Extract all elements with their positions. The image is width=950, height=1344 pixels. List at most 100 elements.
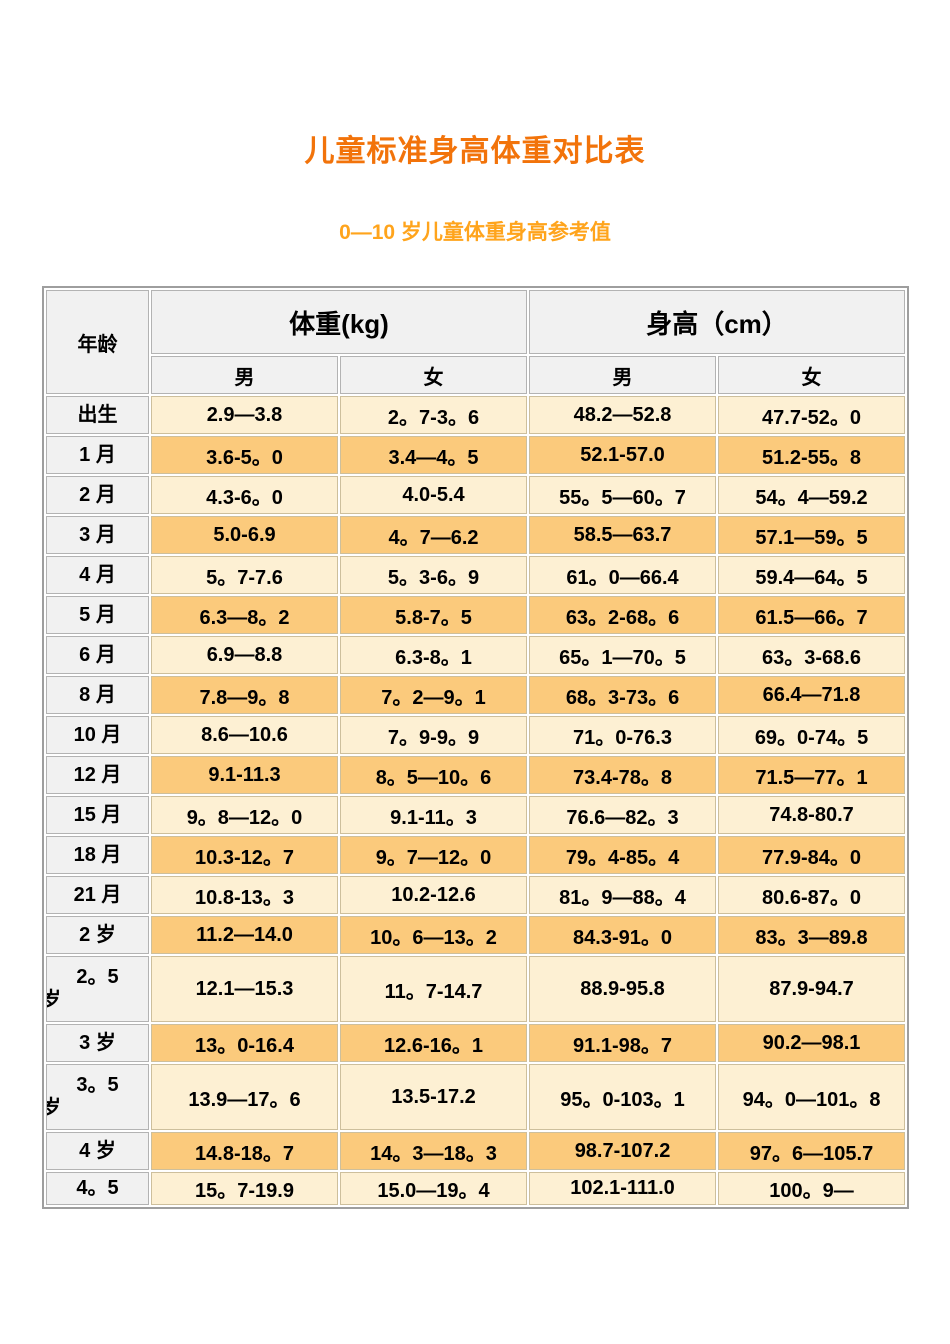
weight-female-cell: 6.3-8。1	[340, 636, 528, 674]
height-female-cell: 63。3-68.6	[718, 636, 906, 674]
age-label: 3 月	[79, 523, 116, 546]
table-row: 2 月 4.3-6。0 4.0-5.4 55。5—60。7 54。4—59.2	[46, 476, 906, 514]
height-female-header: 女	[718, 356, 906, 394]
weight-male-cell: 7.8—9。8	[151, 676, 338, 714]
weight-female-header: 女	[340, 356, 528, 394]
table-row: 4 岁 14.8-18。7 14。3—18。3 98.7-107.2 97。6—105.…	[46, 1132, 906, 1170]
height-male-cell: 55。5—60。7	[529, 476, 717, 514]
height-female-cell: 47.7-52。0	[718, 396, 906, 434]
age-cell: 2。5岁	[46, 956, 149, 1022]
table-header: 年龄 体重(kg) 身高（cm） 男 女 男 女	[46, 290, 906, 394]
height-female-cell: 87.9-94.7	[718, 956, 906, 1022]
age-label-wrap: 岁	[47, 1097, 147, 1120]
weight-male-cell: 3.6-5。0	[151, 436, 338, 474]
table-row: 1 月 3.6-5。0 3.4—4。5 52.1-57.0 51.2-55。8	[46, 436, 906, 474]
weight-female-cell: 14。3—18。3	[340, 1132, 528, 1170]
height-group-header: 身高（cm）	[529, 290, 906, 354]
height-female-cell: 90.2—98.1	[718, 1024, 906, 1062]
age-column-header: 年龄	[46, 290, 149, 394]
height-female-cell: 59.4—64。5	[718, 556, 906, 594]
age-cell: 2 月	[46, 476, 149, 514]
age-label: 2 月	[79, 483, 116, 506]
age-label-wrap: 岁	[47, 989, 147, 1012]
age-cell: 10 月	[46, 716, 149, 754]
age-label: 8 月	[79, 683, 116, 706]
table-row: 12 月 9.1-11.3 8。5—10。6 73.4-78。8 71.5—77。1	[46, 756, 906, 794]
weight-male-cell: 11.2—14.0	[151, 916, 338, 954]
weight-male-cell: 6.3—8。2	[151, 596, 338, 634]
header-row-sex: 男 女 男 女	[46, 356, 906, 394]
height-male-cell: 52.1-57.0	[529, 436, 717, 474]
age-label: 2 岁	[79, 923, 116, 946]
age-label: 12 月	[73, 763, 122, 786]
height-male-cell: 65。1—70。5	[529, 636, 717, 674]
height-male-cell: 61。0—66.4	[529, 556, 717, 594]
age-cell: 4 月	[46, 556, 149, 594]
height-female-cell: 54。4—59.2	[718, 476, 906, 514]
weight-male-cell: 10.8-13。3	[151, 876, 338, 914]
weight-male-cell: 9.1-11.3	[151, 756, 338, 794]
weight-female-cell: 3.4—4。5	[340, 436, 528, 474]
weight-female-cell: 10.2-12.6	[340, 876, 528, 914]
age-label: 5 月	[79, 603, 116, 626]
weight-female-cell: 7。9-9。9	[340, 716, 528, 754]
table-row: 4。5 15。7-19.9 15.0—19。4 102.1-111.0 100。9—	[46, 1172, 906, 1205]
weight-male-cell: 13。0-16.4	[151, 1024, 338, 1062]
page-subtitle: 0—10 岁儿童体重身高参考值	[339, 221, 611, 244]
age-label: 15 月	[73, 803, 122, 826]
age-cell: 出生	[46, 396, 149, 434]
weight-female-cell: 13.5-17.2	[340, 1064, 528, 1130]
weight-male-cell: 8.6—10.6	[151, 716, 338, 754]
height-male-cell: 71。0-76.3	[529, 716, 717, 754]
table-row: 4 月 5。7-7.6 5。3-6。9 61。0—66.4 59.4—64。5	[46, 556, 906, 594]
table-row: 10 月 8.6—10.6 7。9-9。9 71。0-76.3 69。0-74。5	[46, 716, 906, 754]
height-male-cell: 88.9-95.8	[529, 956, 717, 1022]
age-cell: 15 月	[46, 796, 149, 834]
height-male-cell: 98.7-107.2	[529, 1132, 717, 1170]
age-label: 出生	[77, 403, 118, 426]
table-row: 出生 2.9—3.8 2。7-3。6 48.2—52.8 47.7-52。0	[46, 396, 906, 434]
height-female-cell: 83。3—89.8	[718, 916, 906, 954]
weight-female-cell: 9。7—12。0	[340, 836, 528, 874]
age-label: 2。5	[76, 966, 119, 988]
weight-male-cell: 13.9—17。6	[151, 1064, 338, 1130]
weight-female-cell: 12.6-16。1	[340, 1024, 528, 1062]
weight-female-cell: 8。5—10。6	[340, 756, 528, 794]
weight-female-cell: 5.8-7。5	[340, 596, 528, 634]
table-row: 3。5岁13.9—17。613.5-17.295。0-103。194。0—101…	[46, 1064, 906, 1130]
weight-female-cell: 2。7-3。6	[340, 396, 528, 434]
weight-female-cell: 4。7—6.2	[340, 516, 528, 554]
table-body: 出生 2.9—3.8 2。7-3。6 48.2—52.8 47.7-52。0 1 月 3.6…	[46, 396, 906, 1205]
age-cell: 2 岁	[46, 916, 149, 954]
weight-male-cell: 2.9—3.8	[151, 396, 338, 434]
weight-male-header: 男	[151, 356, 338, 394]
weight-male-cell: 12.1—15.3	[151, 956, 338, 1022]
weight-male-cell: 10.3-12。7	[151, 836, 338, 874]
height-female-cell: 66.4—71.8	[718, 676, 906, 714]
height-female-cell: 94。0—101。8	[718, 1064, 906, 1130]
weight-male-cell: 4.3-6。0	[151, 476, 338, 514]
table-row: 2 岁 11.2—14.0 10。6—13。2 84.3-91。0 83。3—89.8	[46, 916, 906, 954]
weight-female-cell: 10。6—13。2	[340, 916, 528, 954]
growth-reference-table: 年龄 体重(kg) 身高（cm） 男 女 男 女 出生 2.9—3.8 2。7-3。…	[42, 286, 910, 1209]
height-female-cell: 69。0-74。5	[718, 716, 906, 754]
page-title: 儿童标准身高体重对比表	[304, 135, 646, 168]
age-label: 4 月	[79, 563, 116, 586]
table-row: 5 月 6.3—8。2 5.8-7。5 63。2-68。6 61.5—66。7	[46, 596, 906, 634]
age-label: 6 月	[79, 643, 116, 666]
weight-male-cell: 5。7-7.6	[151, 556, 338, 594]
height-male-cell: 63。2-68。6	[529, 596, 717, 634]
age-cell: 6 月	[46, 636, 149, 674]
age-cell: 21 月	[46, 876, 149, 914]
header-row-groups: 年龄 体重(kg) 身高（cm）	[46, 290, 906, 394]
age-cell: 18 月	[46, 836, 149, 874]
height-female-cell: 100。9—	[718, 1172, 906, 1205]
weight-male-cell: 15。7-19.9	[151, 1172, 338, 1205]
table-row: 3 岁 13。0-16.4 12.6-16。1 91.1-98。7 90.2—98.1	[46, 1024, 906, 1062]
age-label: 4。5	[76, 1177, 119, 1199]
height-male-cell: 68。3-73。6	[529, 676, 717, 714]
height-male-cell: 79。4-85。4	[529, 836, 717, 874]
age-label: 4 岁	[79, 1139, 116, 1162]
table-row: 2。5岁12.1—15.311。7-14.788.9-95.887.9-94.7	[46, 956, 906, 1022]
